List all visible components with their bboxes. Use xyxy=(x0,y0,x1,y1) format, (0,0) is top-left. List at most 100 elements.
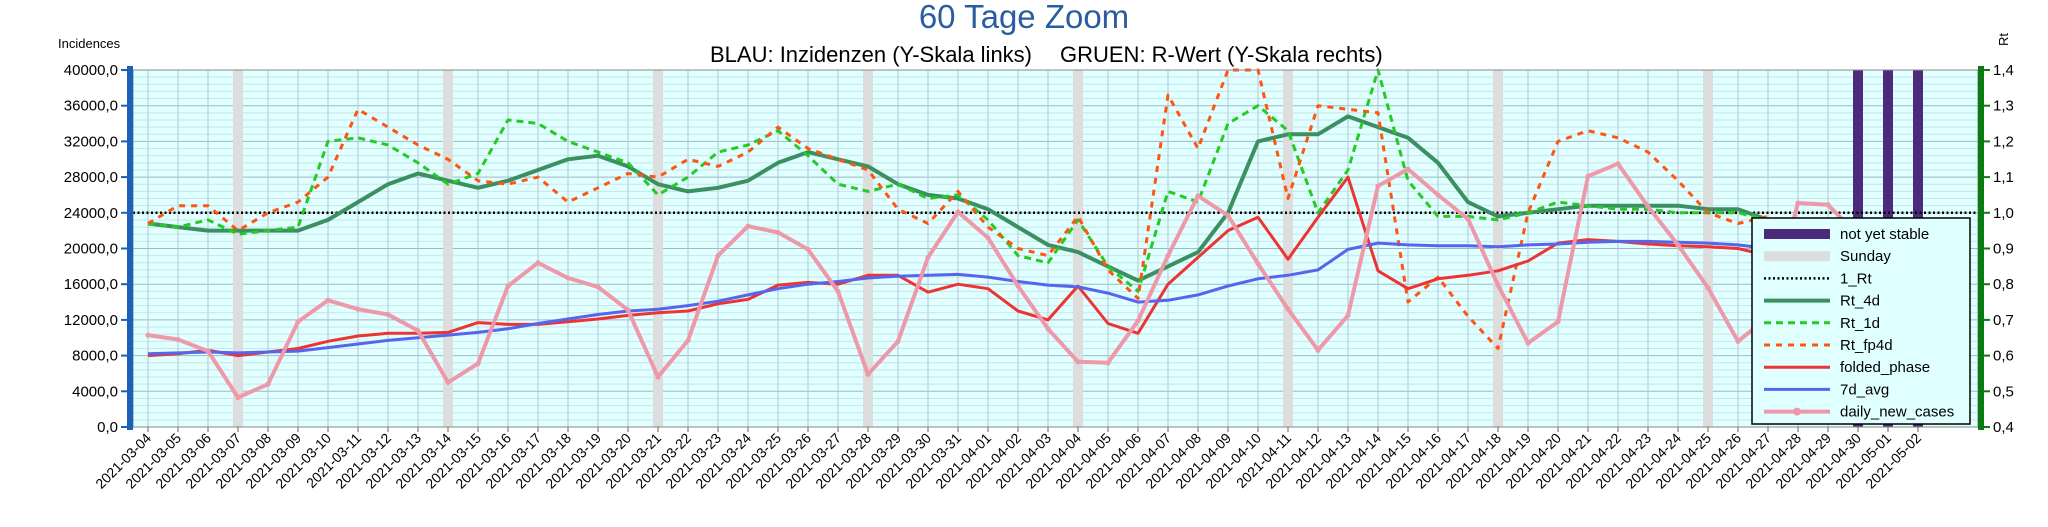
point-daily-new-cases xyxy=(1375,183,1381,189)
y-tick-right-label: 0,8 xyxy=(1993,276,2014,293)
y-tick-right-label: 0,7 xyxy=(1993,312,2014,329)
series-rt-fp4d xyxy=(147,68,1920,350)
point-daily-new-cases xyxy=(1465,216,1471,222)
point-daily-new-cases xyxy=(1795,200,1801,206)
point-daily-new-cases xyxy=(1045,326,1051,332)
point-daily-new-cases xyxy=(505,283,511,289)
chart-subtitle-right: GRUEN: R-Wert (Y-Skala rechts) xyxy=(1060,42,1383,67)
legend: not yet stable Sunday 1_Rt Rt_4d Rt_1d Rt_fp4… xyxy=(1751,217,1971,425)
y-tick-left-label: 32000,0 xyxy=(64,133,118,150)
y-axis-left-label: Incidences xyxy=(58,36,121,51)
y-axis-right-label: Rt xyxy=(1996,33,2011,46)
legend-label-7d-avg: 7d_avg xyxy=(1840,381,1889,398)
point-daily-new-cases xyxy=(1165,253,1171,259)
y-tick-left-label: 20000,0 xyxy=(64,241,118,258)
chart-subtitle-left: BLAU: Inzidenzen (Y-Skala links) xyxy=(710,42,1032,67)
point-daily-new-cases xyxy=(445,379,451,385)
point-daily-new-cases xyxy=(355,306,361,312)
point-daily-new-cases xyxy=(1195,193,1201,199)
point-daily-new-cases xyxy=(1075,359,1081,365)
y-tick-right-label: 1,2 xyxy=(1993,133,2014,150)
legend-swatch-not-yet-stable xyxy=(1764,229,1830,239)
point-daily-new-cases xyxy=(415,328,421,334)
sunday-marker xyxy=(653,70,663,427)
y-tick-right-label: 0,6 xyxy=(1993,348,2014,365)
point-daily-new-cases xyxy=(1645,203,1651,210)
point-daily-new-cases xyxy=(145,332,151,338)
y-tick-left-label: 8000,0 xyxy=(72,348,118,365)
y-tick-left-label: 12000,0 xyxy=(64,312,118,329)
y-ticks-right: 0,4 0,5 0,6 0,7 0,8 0,9 1,0 1,1 1,2 1,3 1,4 xyxy=(1982,62,2014,436)
series-daily-new-cases xyxy=(147,161,1920,400)
point-daily-new-cases xyxy=(865,371,871,377)
legend-marker-daily-new-cases xyxy=(1793,407,1801,416)
point-daily-new-cases xyxy=(1135,318,1141,324)
y-ticks-left: 0,0 4000,0 8000,0 12000,0 16000,0 20000,0 2400… xyxy=(64,62,129,436)
point-daily-new-cases xyxy=(1405,166,1411,172)
point-daily-new-cases xyxy=(295,319,301,325)
y-tick-left-label: 24000,0 xyxy=(64,205,118,222)
y-tick-left-label: 28000,0 xyxy=(64,169,118,186)
point-daily-new-cases xyxy=(805,246,811,252)
point-daily-new-cases xyxy=(655,374,661,380)
legend-label-folded-phase: folded_phase xyxy=(1840,359,1930,376)
series-7d-avg xyxy=(147,239,1919,356)
y-tick-right-label: 1,3 xyxy=(1993,98,2014,115)
point-daily-new-cases xyxy=(1315,347,1321,353)
point-daily-new-cases xyxy=(925,254,931,261)
y-tick-left-label: 16000,0 xyxy=(64,276,118,293)
y-tick-right-label: 1,0 xyxy=(1993,205,2014,222)
point-daily-new-cases xyxy=(1615,161,1621,167)
legend-label-sunday: Sunday xyxy=(1840,248,1891,265)
point-daily-new-cases xyxy=(1285,306,1291,312)
y-tick-right-label: 1,1 xyxy=(1993,169,2014,186)
point-daily-new-cases xyxy=(985,235,991,241)
y-tick-right-label: 0,4 xyxy=(1993,419,2014,436)
point-daily-new-cases xyxy=(595,284,601,290)
legend-swatch-sunday xyxy=(1764,251,1830,262)
point-daily-new-cases xyxy=(235,394,241,401)
legend-label-rt-1d: Rt_1d xyxy=(1840,315,1880,332)
point-daily-new-cases xyxy=(625,307,631,313)
axes xyxy=(127,66,1984,430)
point-daily-new-cases xyxy=(385,311,391,318)
point-daily-new-cases xyxy=(745,223,751,229)
point-daily-new-cases xyxy=(1585,173,1591,179)
point-daily-new-cases xyxy=(1555,319,1561,325)
legend-label-1-rt: 1_Rt xyxy=(1840,270,1873,287)
point-daily-new-cases xyxy=(535,260,541,266)
point-daily-new-cases xyxy=(1735,338,1741,344)
point-daily-new-cases xyxy=(685,337,691,344)
sunday-marker xyxy=(1073,70,1083,427)
point-daily-new-cases xyxy=(775,229,781,236)
point-daily-new-cases xyxy=(895,338,901,344)
sunday-marker xyxy=(1283,70,1293,427)
legend-label-rt-4d: Rt_4d xyxy=(1840,293,1880,310)
y-tick-right-label: 0,5 xyxy=(1993,383,2014,400)
point-daily-new-cases xyxy=(1495,282,1501,288)
point-daily-new-cases xyxy=(715,253,721,259)
y-tick-right-label: 0,9 xyxy=(1993,241,2014,258)
point-daily-new-cases xyxy=(1345,312,1351,319)
sunday-marker xyxy=(443,70,453,427)
point-daily-new-cases xyxy=(1435,192,1441,198)
y-tick-left-label: 0,0 xyxy=(97,419,118,436)
y-tick-left-label: 36000,0 xyxy=(64,98,118,115)
legend-label-daily-new-cases: daily_new_cases xyxy=(1840,404,1954,421)
point-daily-new-cases xyxy=(1105,360,1111,366)
point-daily-new-cases xyxy=(325,297,331,303)
sunday-marker xyxy=(863,70,873,427)
point-daily-new-cases xyxy=(955,209,961,215)
point-daily-new-cases xyxy=(1225,212,1231,219)
series-rt-4d xyxy=(147,114,1918,283)
point-daily-new-cases xyxy=(1255,261,1261,267)
sunday-marker xyxy=(1703,70,1713,427)
point-daily-new-cases xyxy=(475,361,481,367)
point-daily-new-cases xyxy=(265,381,271,387)
chart-title: 60 Tage Zoom xyxy=(919,0,1129,35)
point-daily-new-cases xyxy=(835,288,841,294)
series-lines xyxy=(133,68,1978,401)
point-daily-new-cases xyxy=(205,348,211,354)
sunday-marker xyxy=(1493,70,1503,427)
point-daily-new-cases xyxy=(1015,283,1021,289)
